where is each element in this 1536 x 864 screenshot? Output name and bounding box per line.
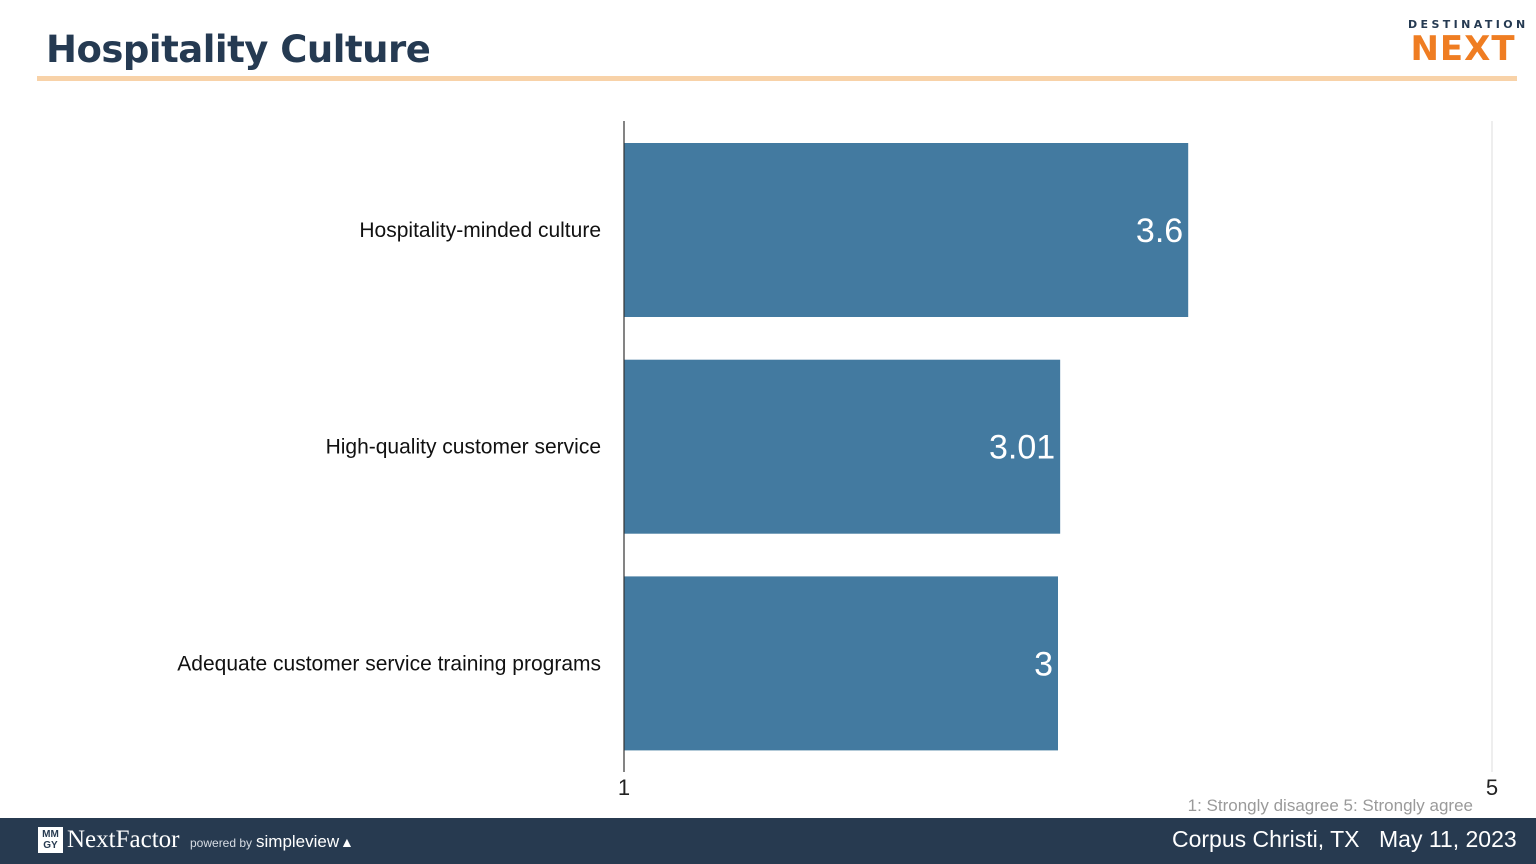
bar-value-label-2: 3.01 (989, 429, 1055, 467)
category-label-2: High-quality customer service (326, 436, 601, 459)
title-underline (37, 76, 1517, 81)
bar-1 (624, 143, 1189, 317)
bar-chart: 3.6 Hospitality-minded culture 3.01 High-qu… (177, 121, 1498, 800)
page-title: Hospitality Culture (46, 28, 431, 71)
x-tick-label-min: 1 (618, 775, 630, 800)
nextfactor-brand: NextFactor (67, 826, 180, 853)
bar-value-label-3: 3 (1034, 645, 1053, 683)
mmgy-logo: MM GY (38, 827, 63, 853)
bar-value-label-1: 3.6 (1136, 212, 1183, 250)
bar-2 (624, 359, 1061, 534)
powered-by-text: powered by (190, 836, 253, 850)
logo-top-text: DESTINATION (1408, 18, 1529, 31)
category-label-3: Adequate customer service training progr… (177, 652, 601, 675)
destination-next-logo: DESTINATION NEXT (1408, 18, 1529, 69)
scale-legend-note: 1: Strongly disagree 5: Strongly agree (1187, 796, 1473, 815)
bar-3 (624, 576, 1058, 751)
logo-main-text: NEXT (1410, 29, 1516, 69)
footer-location: Corpus Christi, TX (1172, 826, 1360, 852)
x-tick-label-max: 5 (1486, 775, 1498, 800)
bars-group: 3.6 Hospitality-minded culture 3.01 High-qu… (177, 143, 1189, 751)
footer-bar: MM GY NextFactor powered by simpleview ▲… (0, 818, 1536, 864)
footer-date: May 11, 2023 (1379, 826, 1517, 852)
simpleview-brand: simpleview (256, 832, 340, 851)
simpleview-mountain-icon: ▲ (340, 834, 354, 850)
category-label-1: Hospitality-minded culture (359, 219, 601, 242)
